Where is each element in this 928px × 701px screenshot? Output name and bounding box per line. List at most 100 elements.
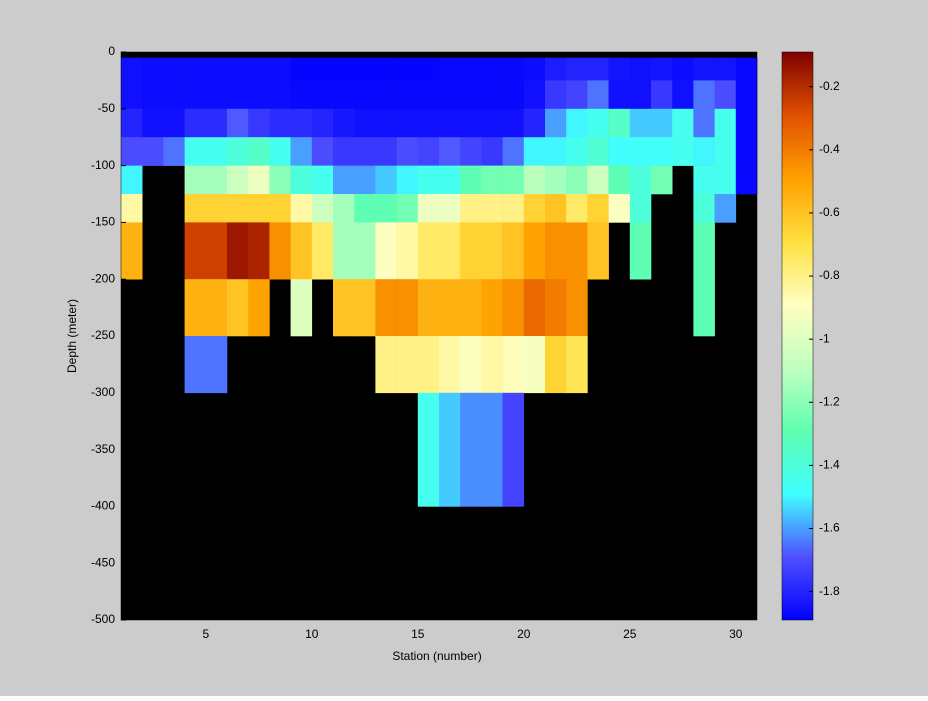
cell bbox=[735, 165, 758, 195]
cell bbox=[142, 108, 164, 138]
cell bbox=[205, 165, 228, 195]
cell bbox=[184, 194, 207, 223]
cell bbox=[269, 222, 291, 280]
y-tick-label: -500 bbox=[91, 612, 115, 626]
cell bbox=[396, 165, 419, 195]
cell bbox=[587, 80, 609, 110]
cell bbox=[714, 165, 737, 195]
cell bbox=[481, 392, 503, 507]
cell bbox=[545, 57, 567, 81]
cell bbox=[311, 194, 334, 223]
cell bbox=[269, 108, 291, 138]
cell bbox=[502, 279, 525, 337]
cell bbox=[460, 279, 482, 337]
cell bbox=[121, 165, 143, 195]
cell bbox=[608, 165, 631, 195]
cell bbox=[396, 222, 419, 280]
cell bbox=[396, 194, 419, 223]
cell bbox=[460, 222, 482, 280]
cell bbox=[545, 194, 567, 223]
colorbar-tick-label: -0.6 bbox=[819, 205, 840, 219]
cell bbox=[566, 222, 588, 280]
cell bbox=[333, 137, 355, 166]
cell bbox=[248, 137, 270, 166]
cell bbox=[545, 137, 567, 166]
cell bbox=[608, 108, 631, 138]
cell bbox=[545, 165, 567, 195]
cell bbox=[354, 80, 376, 110]
cell bbox=[311, 222, 334, 280]
cell bbox=[587, 57, 609, 81]
cell bbox=[566, 336, 588, 394]
cell bbox=[311, 137, 334, 166]
cell bbox=[184, 57, 207, 81]
cell bbox=[163, 80, 185, 110]
cell bbox=[629, 222, 652, 280]
cell bbox=[439, 222, 461, 280]
cell bbox=[714, 137, 737, 166]
x-tick-label: 25 bbox=[623, 627, 637, 641]
y-tick-label: -250 bbox=[91, 328, 115, 342]
cell bbox=[121, 108, 143, 138]
cell bbox=[396, 137, 419, 166]
cell bbox=[439, 57, 461, 81]
cell bbox=[693, 108, 715, 138]
cell bbox=[227, 165, 249, 195]
cell bbox=[566, 279, 588, 337]
cell bbox=[481, 57, 503, 81]
cell bbox=[248, 222, 270, 280]
cell bbox=[311, 57, 334, 81]
colorbar-tick-label: -0.8 bbox=[819, 268, 840, 282]
cell bbox=[608, 57, 631, 81]
cell bbox=[417, 137, 440, 166]
y-tick-label: -150 bbox=[91, 215, 115, 229]
cell bbox=[205, 137, 228, 166]
cell bbox=[163, 137, 185, 166]
cell bbox=[629, 165, 652, 195]
cell bbox=[269, 194, 291, 223]
cell bbox=[205, 222, 228, 280]
cell bbox=[396, 336, 419, 394]
cell bbox=[502, 392, 525, 507]
cell bbox=[121, 222, 143, 280]
cell bbox=[523, 165, 546, 195]
y-tick-label: -200 bbox=[91, 271, 115, 285]
cell bbox=[481, 108, 503, 138]
y-tick-label: -50 bbox=[98, 101, 116, 115]
cell bbox=[735, 80, 758, 110]
cell bbox=[629, 194, 652, 223]
y-tick-label: -450 bbox=[91, 555, 115, 569]
cell bbox=[672, 137, 694, 166]
cell bbox=[290, 57, 313, 81]
cell bbox=[354, 57, 376, 81]
cell bbox=[396, 108, 419, 138]
cell bbox=[396, 57, 419, 81]
cell bbox=[417, 336, 440, 394]
cell bbox=[545, 336, 567, 394]
cell bbox=[481, 80, 503, 110]
cell bbox=[375, 80, 397, 110]
cell bbox=[333, 165, 355, 195]
cell bbox=[714, 194, 737, 223]
cell bbox=[545, 279, 567, 337]
cell bbox=[502, 137, 525, 166]
cell bbox=[417, 57, 440, 81]
cell bbox=[375, 108, 397, 138]
cell bbox=[205, 194, 228, 223]
cell bbox=[545, 222, 567, 280]
cell bbox=[333, 80, 355, 110]
cell bbox=[523, 279, 546, 337]
cell bbox=[227, 279, 249, 337]
cell bbox=[502, 57, 525, 81]
cell bbox=[523, 336, 546, 394]
cell bbox=[460, 392, 482, 507]
cell bbox=[290, 137, 313, 166]
cell bbox=[608, 137, 631, 166]
cell bbox=[311, 108, 334, 138]
cell bbox=[121, 137, 143, 166]
cell bbox=[354, 222, 376, 280]
cell bbox=[481, 279, 503, 337]
x-tick-label: 10 bbox=[305, 627, 319, 641]
